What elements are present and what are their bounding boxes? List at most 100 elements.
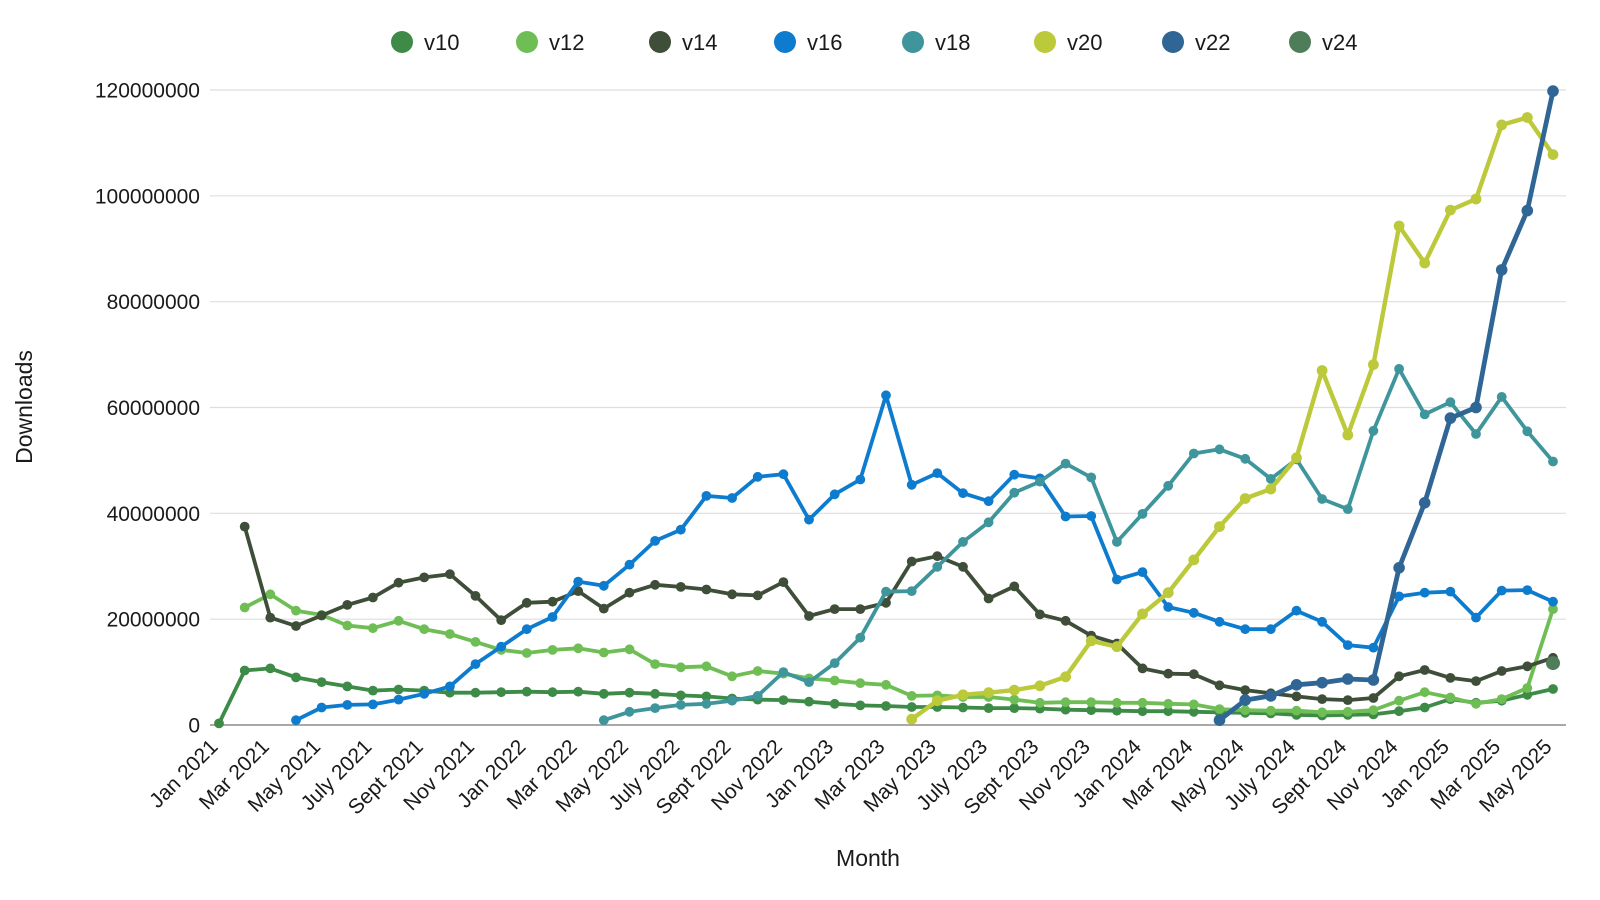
legend-swatch-v16 (774, 31, 796, 53)
series-point (1137, 608, 1148, 620)
series-point (650, 703, 660, 713)
series-point (1368, 693, 1379, 703)
series-point (470, 591, 481, 601)
legend-item-v24[interactable]: v24 (1289, 30, 1357, 55)
series-point (624, 559, 635, 570)
series-point (1009, 694, 1020, 705)
series-point (1547, 149, 1559, 161)
series-point (1316, 676, 1328, 689)
series-point (368, 699, 378, 710)
y-tick-label: 120000000 (95, 80, 200, 103)
series-point (958, 537, 968, 547)
series-point (1496, 585, 1507, 596)
legend-item-v20[interactable]: v20 (1034, 30, 1102, 55)
series-point (1213, 714, 1226, 726)
series-point (1060, 458, 1071, 469)
series-point (1085, 635, 1097, 647)
series-point (1290, 679, 1303, 691)
series-point (419, 624, 430, 635)
series-point (1471, 698, 1481, 709)
series-point (1188, 554, 1200, 566)
series-point (1112, 574, 1122, 585)
series-point (547, 645, 558, 655)
series-point (1009, 487, 1020, 498)
series-point (701, 491, 712, 501)
series-point (1265, 624, 1276, 635)
series-point (1188, 706, 1199, 717)
series-point (855, 604, 866, 614)
series-point (445, 681, 455, 692)
y-tick-label: 100000000 (95, 185, 200, 208)
series-point (804, 514, 814, 525)
series-point (1471, 676, 1481, 686)
series-point (1342, 640, 1353, 650)
legend-item-v14[interactable]: v14 (649, 30, 717, 55)
legend-swatch-v18 (902, 31, 924, 53)
series-point (1496, 694, 1507, 704)
series-point (1214, 680, 1225, 691)
series-line-v20 (909, 115, 1556, 722)
series-point (1471, 429, 1481, 439)
series-line-v18 (601, 367, 1555, 723)
legend-item-v18[interactable]: v18 (902, 30, 970, 55)
series-point (727, 589, 737, 600)
series-point (214, 718, 224, 729)
series-point (1214, 521, 1225, 532)
series-point (419, 572, 430, 583)
legend-swatch-v14 (649, 31, 671, 53)
legend-label: v10 (424, 30, 459, 55)
series-point (906, 479, 917, 490)
legend-label: v20 (1067, 30, 1102, 55)
series-point (1034, 680, 1046, 692)
series-point (1445, 673, 1456, 683)
series-point (675, 700, 686, 710)
legend-item-v16[interactable]: v16 (774, 30, 842, 55)
series-point (521, 597, 532, 608)
series-point (445, 629, 455, 639)
series-point (1547, 85, 1559, 97)
series-point (1240, 624, 1251, 635)
y-tick-label: 0 (188, 715, 200, 738)
y-tick-label: 60000000 (107, 397, 200, 420)
series-point (470, 687, 481, 698)
series-point (829, 489, 840, 500)
series-point (1291, 452, 1302, 464)
series-point (1009, 581, 1020, 592)
series-point (342, 681, 353, 692)
series-point (855, 632, 866, 643)
series-point (1496, 666, 1507, 676)
series-point (1137, 697, 1148, 708)
series-point (906, 556, 917, 567)
series-point (547, 596, 558, 607)
series-point (881, 586, 891, 597)
series-point (752, 666, 763, 676)
series-point (855, 700, 866, 711)
series-point (1240, 453, 1251, 464)
series-point (804, 696, 814, 707)
series-point (1419, 257, 1431, 269)
series-point (1265, 690, 1277, 702)
series-point (983, 687, 994, 699)
series-point (958, 488, 968, 499)
series-point (470, 637, 481, 647)
series-point (778, 695, 789, 705)
series-point (829, 675, 840, 686)
series-point (727, 671, 737, 682)
series-point (1112, 537, 1122, 547)
series-point (1317, 616, 1327, 627)
legend-item-v22[interactable]: v22 (1162, 30, 1230, 55)
legend-item-v10[interactable]: v10 (391, 30, 459, 55)
series-point (521, 624, 532, 635)
series-point (701, 698, 712, 709)
series-point (1239, 493, 1251, 504)
series-v24 (1546, 656, 1560, 671)
series-point (419, 688, 430, 699)
legend-item-v12[interactable]: v12 (516, 30, 584, 55)
series-point (342, 620, 353, 631)
series-point (932, 561, 943, 572)
series-point (1163, 698, 1174, 709)
series-point (496, 687, 507, 698)
series-point (983, 703, 994, 713)
